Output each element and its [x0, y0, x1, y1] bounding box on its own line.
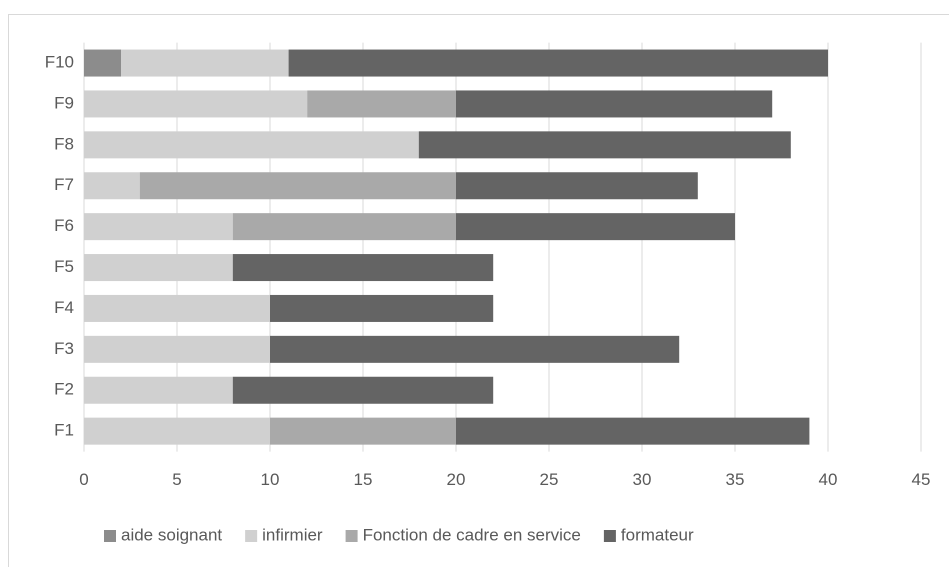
bar-segment [307, 90, 456, 118]
y-tick-label: F4 [54, 298, 74, 317]
bar-segment [418, 131, 791, 159]
bar-segment [84, 213, 233, 241]
legend-label: Fonction de cadre en service [363, 525, 581, 544]
x-tick-label: 10 [261, 470, 280, 489]
y-tick-label: F1 [54, 421, 74, 440]
bar-segment [84, 49, 122, 77]
legend-label: formateur [621, 525, 694, 544]
legend-swatch [603, 530, 616, 542]
chart-border [8, 14, 949, 567]
bar-segment [84, 172, 140, 200]
bar-segment [456, 90, 773, 118]
y-tick-label: F8 [54, 134, 74, 153]
legend-label: aide soignant [121, 525, 222, 544]
bar-segment [121, 49, 289, 77]
bar-segment [232, 376, 494, 404]
x-tick-label: 15 [354, 470, 373, 489]
legend-swatch [104, 530, 116, 542]
y-tick-label: F5 [54, 257, 74, 276]
y-tick-label: F7 [54, 175, 74, 194]
x-tick-label: 35 [726, 470, 745, 489]
x-tick-label: 0 [79, 470, 88, 489]
bar-segment [84, 417, 270, 445]
bar-segment [270, 335, 680, 363]
bar-segment [270, 417, 456, 445]
y-tick-label: F9 [54, 93, 74, 112]
y-tick-label: F2 [54, 380, 74, 399]
x-tick-label: 45 [912, 470, 931, 489]
legend-swatch [345, 530, 358, 542]
bar-segment [232, 254, 494, 282]
y-tick-label: F10 [45, 53, 74, 72]
bar-segment [139, 172, 457, 200]
bar-segment [456, 213, 735, 241]
y-tick-label: F6 [54, 216, 74, 235]
bar-segment [288, 49, 829, 77]
y-tick-label: F3 [54, 339, 74, 358]
bar-segment [456, 417, 810, 445]
bar-segment [84, 90, 308, 118]
x-tick-label: 40 [819, 470, 838, 489]
bar-segment [84, 254, 233, 282]
bar-segment [270, 294, 494, 322]
bar-segment [84, 294, 270, 322]
x-tick-label: 25 [540, 470, 559, 489]
bar-segment [232, 213, 456, 241]
x-tick-label: 5 [172, 470, 181, 489]
bar-segment [84, 131, 419, 159]
bar-segment [84, 335, 270, 363]
bar-segment [84, 376, 233, 404]
bar-segment [456, 172, 698, 200]
legend-label: infirmier [262, 525, 323, 544]
x-tick-label: 30 [633, 470, 652, 489]
x-tick-label: 20 [447, 470, 466, 489]
legend-swatch [245, 530, 258, 542]
